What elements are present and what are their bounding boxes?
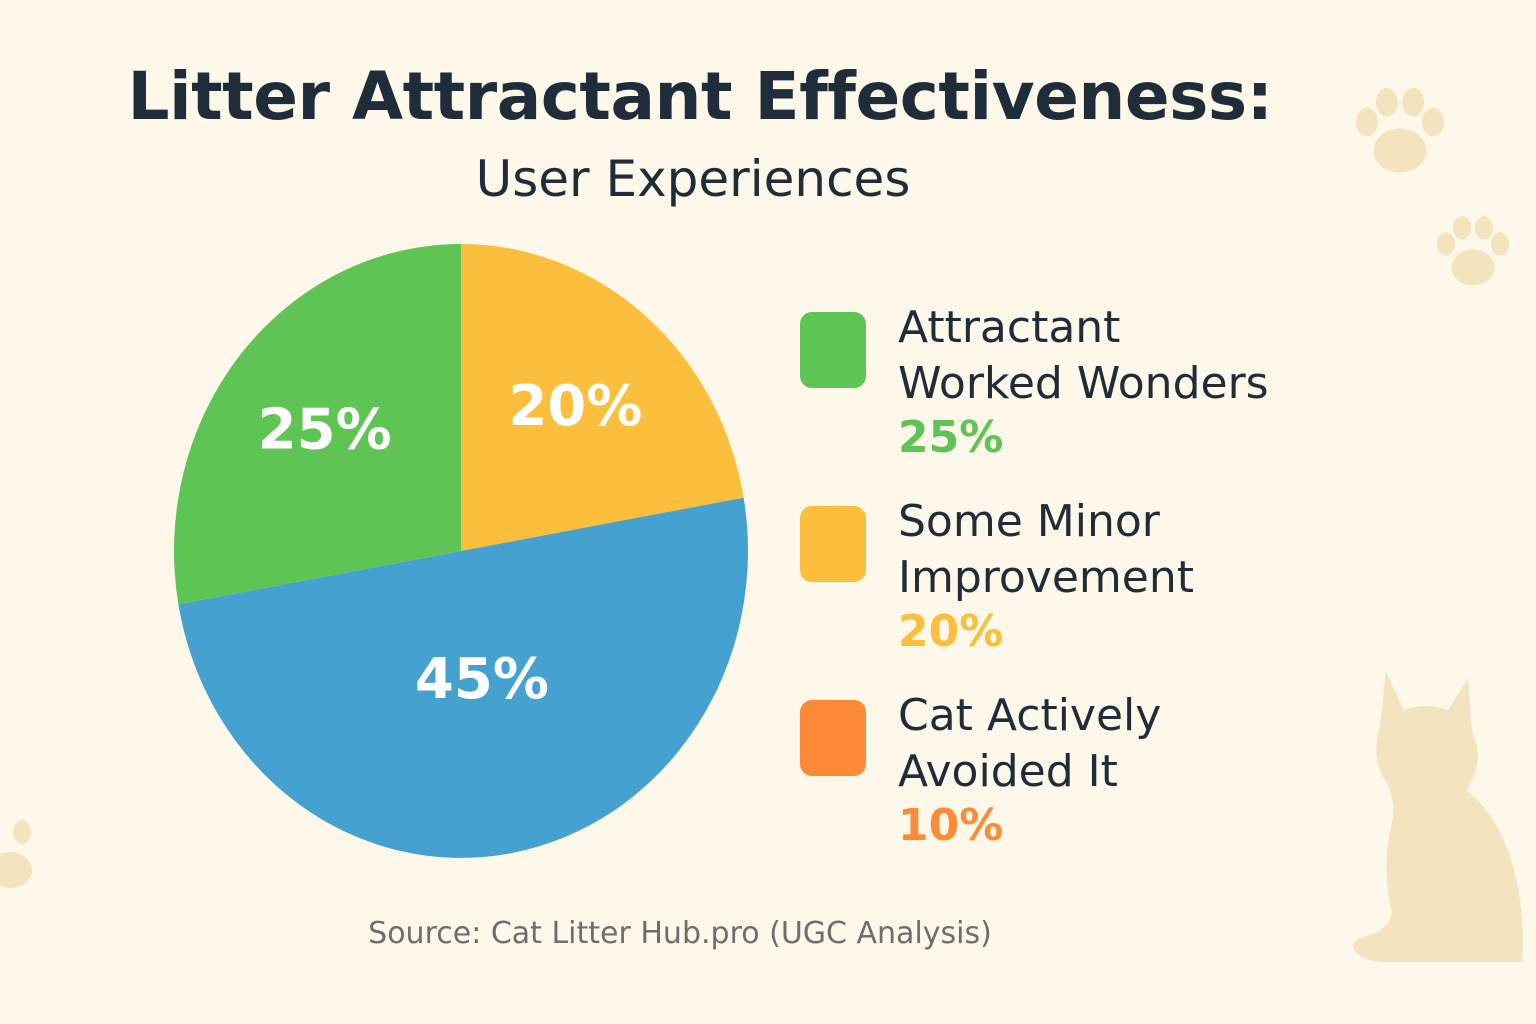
chart-subtitle: User Experiences bbox=[475, 150, 911, 208]
legend-swatch bbox=[800, 700, 866, 776]
legend-value: 25% bbox=[898, 412, 1004, 463]
legend-value: 20% bbox=[898, 606, 1004, 657]
legend-item-minor-improvement: Some Minor Improvement 20% bbox=[800, 494, 1360, 664]
legend-item-worked-wonders: Attractant Worked Wonders 25% bbox=[800, 300, 1360, 470]
pie-data-label: 45% bbox=[415, 647, 549, 712]
legend-label: Some Minor Improvement bbox=[898, 496, 1194, 603]
pie-slice-20pct bbox=[461, 244, 744, 551]
legend-swatch bbox=[800, 312, 866, 388]
source-note: Source: Cat Litter Hub.pro (UGC Analysis… bbox=[368, 916, 992, 951]
pie-slice-25pct bbox=[173, 244, 461, 605]
paw-print-icon bbox=[1356, 87, 1444, 173]
paw-print-icon bbox=[1437, 216, 1509, 286]
legend-label: Attractant Worked Wonders bbox=[898, 302, 1269, 409]
pie-data-label: 25% bbox=[258, 398, 392, 463]
cat-silhouette-icon bbox=[1352, 672, 1523, 962]
pie-data-label: 20% bbox=[508, 374, 642, 439]
paw-print-icon bbox=[0, 820, 32, 888]
pie-slice-45pct bbox=[178, 497, 748, 858]
legend-value: 10% bbox=[898, 800, 1004, 851]
legend-swatch bbox=[800, 506, 866, 582]
legend-label: Cat Actively Avoided It bbox=[898, 690, 1162, 797]
legend-item-actively-avoided: Cat Actively Avoided It 10% bbox=[800, 688, 1360, 858]
chart-title: Litter Attractant Effectiveness: bbox=[127, 58, 1273, 135]
